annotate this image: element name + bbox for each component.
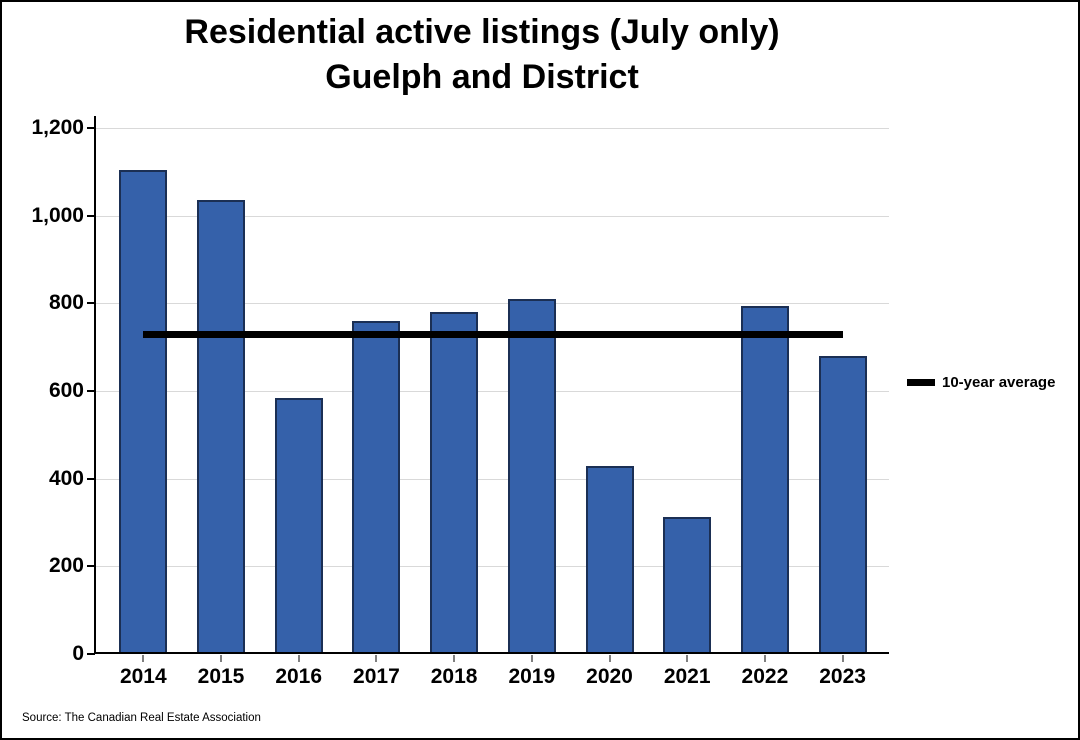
- gridline-400: [96, 478, 889, 480]
- x-axis-label-2019: 2019: [508, 665, 556, 688]
- source-attribution: Source: The Canadian Real Estate Associa…: [22, 712, 261, 724]
- x-axis-tick: [453, 655, 456, 662]
- legend-label: 10-year average: [942, 374, 1056, 391]
- y-axis-tick-label: 200: [48, 554, 84, 578]
- chart-title-line2: Guelph and District: [325, 58, 639, 96]
- bar-2017: [352, 320, 401, 654]
- y-axis-line: [94, 116, 96, 654]
- x-axis-tick: [608, 655, 611, 662]
- chart-title-line1: Residential active listings (July only): [184, 13, 780, 51]
- y-axis-tick: [87, 302, 95, 305]
- y-axis-tick: [87, 477, 95, 480]
- x-axis-line: [96, 652, 889, 654]
- y-axis-tick-label: 600: [48, 379, 84, 402]
- x-axis-label-2023: 2023: [819, 665, 866, 688]
- x-axis-tick: [530, 655, 533, 662]
- bar-2021: [663, 516, 712, 654]
- y-axis-tick-label: 1,000: [31, 203, 84, 227]
- x-axis-tick: [763, 655, 766, 662]
- bar-2020: [585, 466, 634, 654]
- x-axis-tick: [841, 655, 844, 662]
- x-axis-tick: [297, 655, 300, 662]
- bar-2022: [740, 306, 789, 654]
- chart-title: Residential active listings (July only) …: [2, 10, 962, 100]
- bar-2018: [430, 311, 479, 654]
- x-axis-label-2016: 2016: [275, 665, 323, 688]
- bar-2019: [507, 299, 556, 654]
- x-axis-tick: [375, 655, 378, 662]
- plot-area: [96, 128, 889, 654]
- y-axis-tick-label: 1,200: [31, 116, 84, 139]
- x-axis-label-2015: 2015: [197, 665, 245, 688]
- gridline-200: [96, 566, 889, 568]
- bar-2016: [274, 397, 323, 654]
- average-line: [143, 330, 843, 338]
- bar-2023: [818, 356, 867, 654]
- y-axis-tick-label: 400: [48, 466, 84, 490]
- gridline-1200: [96, 128, 889, 129]
- bar-2014: [119, 169, 168, 654]
- x-axis-tick: [220, 655, 222, 662]
- y-axis-tick: [87, 127, 95, 129]
- gridline-600: [96, 391, 889, 392]
- x-axis-label-2020: 2020: [586, 665, 633, 688]
- y-axis-tick: [87, 565, 95, 568]
- x-axis-label-2021: 2021: [663, 665, 711, 688]
- bar-2015: [197, 200, 245, 654]
- y-axis-tick-label: 800: [48, 291, 84, 315]
- y-axis-tick: [87, 653, 95, 655]
- y-axis-tick: [87, 390, 95, 392]
- x-axis-tick: [142, 655, 145, 662]
- x-axis-label-2014: 2014: [119, 665, 167, 688]
- gridline-800: [96, 303, 889, 305]
- gridline-1000: [96, 215, 889, 217]
- legend: 10-year average: [907, 374, 1055, 391]
- x-axis-label-2018: 2018: [430, 665, 478, 688]
- x-axis-label-2017: 2017: [353, 665, 400, 688]
- y-axis-tick: [87, 214, 95, 217]
- legend-line-swatch: [907, 379, 935, 386]
- x-axis-tick: [686, 655, 689, 662]
- y-axis-tick-label: 0: [72, 642, 84, 665]
- x-axis-label-2022: 2022: [741, 665, 789, 688]
